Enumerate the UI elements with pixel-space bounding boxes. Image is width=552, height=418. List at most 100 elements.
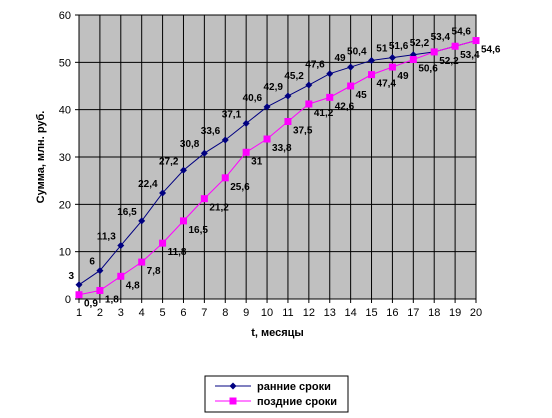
data-point [138,258,146,266]
data-label: 6 [89,257,95,268]
data-labels: 3611,316,522,427,230,833,637,140,642,945… [68,27,500,310]
data-point [221,174,229,182]
x-tick-label: 15 [365,307,377,319]
data-point [117,242,125,250]
x-tick-label: 2 [97,307,103,319]
data-point [242,119,250,127]
data-label: 42,6 [335,101,355,112]
data-point [472,37,480,45]
data-label: 11,8 [168,247,187,258]
x-tick-label: 18 [428,307,440,319]
data-label: 42,9 [263,82,283,93]
data-label: 37,5 [293,126,313,137]
x-tick-label: 11 [282,307,293,319]
data-point [200,149,208,157]
data-point [430,48,438,56]
data-label: 33,8 [272,143,292,154]
legend-marker [229,382,237,390]
data-point [263,103,271,111]
data-point [326,93,334,101]
data-label: 54,6 [481,45,501,56]
y-tick-label: 10 [59,247,71,259]
data-label: 51 [376,44,388,55]
legend-label: ранние сроки [257,381,331,393]
x-tick-label: 17 [407,307,419,319]
data-label: 52,2 [439,56,459,67]
legend-label: поздние сроки [257,396,337,408]
x-tick-label: 9 [243,307,249,319]
data-label: 49 [335,53,347,64]
x-tick-label: 5 [160,307,166,319]
data-label: 25,6 [230,182,250,193]
data-label: 31 [251,156,263,167]
data-label: 40,6 [243,93,263,104]
data-point [159,239,167,247]
y-tick-label: 20 [59,199,71,211]
data-point [284,118,292,125]
data-label: 47,4 [377,79,397,90]
series-layer [75,37,480,299]
data-label: 3 [68,271,74,282]
data-label: 53,4 [431,32,451,43]
x-tick-label: 16 [386,307,398,319]
data-point [96,267,104,275]
data-point [347,63,355,71]
data-point [409,55,417,63]
data-label: 27,2 [159,156,179,167]
legend-marker [229,397,237,405]
data-point [138,217,146,225]
data-label: 54,6 [452,27,472,38]
data-point [96,286,104,294]
y-tick-label: 50 [59,57,71,69]
x-tick-label: 4 [139,307,145,319]
y-tick-label: 30 [59,152,71,164]
data-point [159,189,167,197]
data-label: 22,4 [138,179,158,190]
data-point [368,56,376,64]
data-label: 30,8 [180,139,200,150]
data-point [305,81,313,89]
x-axis-title: t, месяцы [251,327,304,339]
data-label: 16,5 [117,207,137,218]
data-label: 1,8 [105,294,119,305]
data-label: 49 [397,71,409,82]
x-tick-label: 3 [118,307,124,319]
data-point [326,70,334,78]
x-tick-label: 1 [76,307,82,319]
data-label: 37,1 [222,109,242,120]
x-tick-label: 19 [449,307,461,319]
y-tick-label: 0 [65,294,71,306]
y-tick-label: 60 [59,10,71,22]
y-tick-label: 40 [59,105,71,117]
data-label: 53,4 [460,50,480,61]
data-point [221,136,229,144]
data-point [75,281,83,289]
x-tick-label: 12 [303,307,315,319]
x-tick-label: 7 [201,307,207,319]
data-label: 41,2 [314,108,334,119]
data-label: 33,6 [201,126,221,137]
x-tick-label: 20 [470,307,482,319]
data-label: 21,2 [209,203,229,214]
data-point [368,71,376,79]
data-point [200,195,208,203]
series-line-1 [78,40,477,286]
data-point [305,100,313,108]
x-tick-label: 14 [345,307,357,319]
data-label: 51,6 [389,41,409,52]
data-label: 52,2 [410,38,430,49]
y-axis-title: Сумма, млн. руб. [35,111,47,204]
data-point [284,92,292,100]
data-point [75,291,83,299]
data-label: 11,3 [97,232,116,243]
data-point [179,217,187,225]
data-label: 45 [356,90,368,101]
data-label: 16,5 [188,225,208,236]
data-label: 50,4 [347,46,367,57]
data-label: 50,6 [418,63,438,74]
x-tick-label: 8 [222,307,228,319]
data-point [263,135,271,143]
data-label: 45,2 [284,71,304,82]
x-tick-label: 6 [180,307,186,319]
legend: ранние сроки поздние сроки [204,375,349,413]
